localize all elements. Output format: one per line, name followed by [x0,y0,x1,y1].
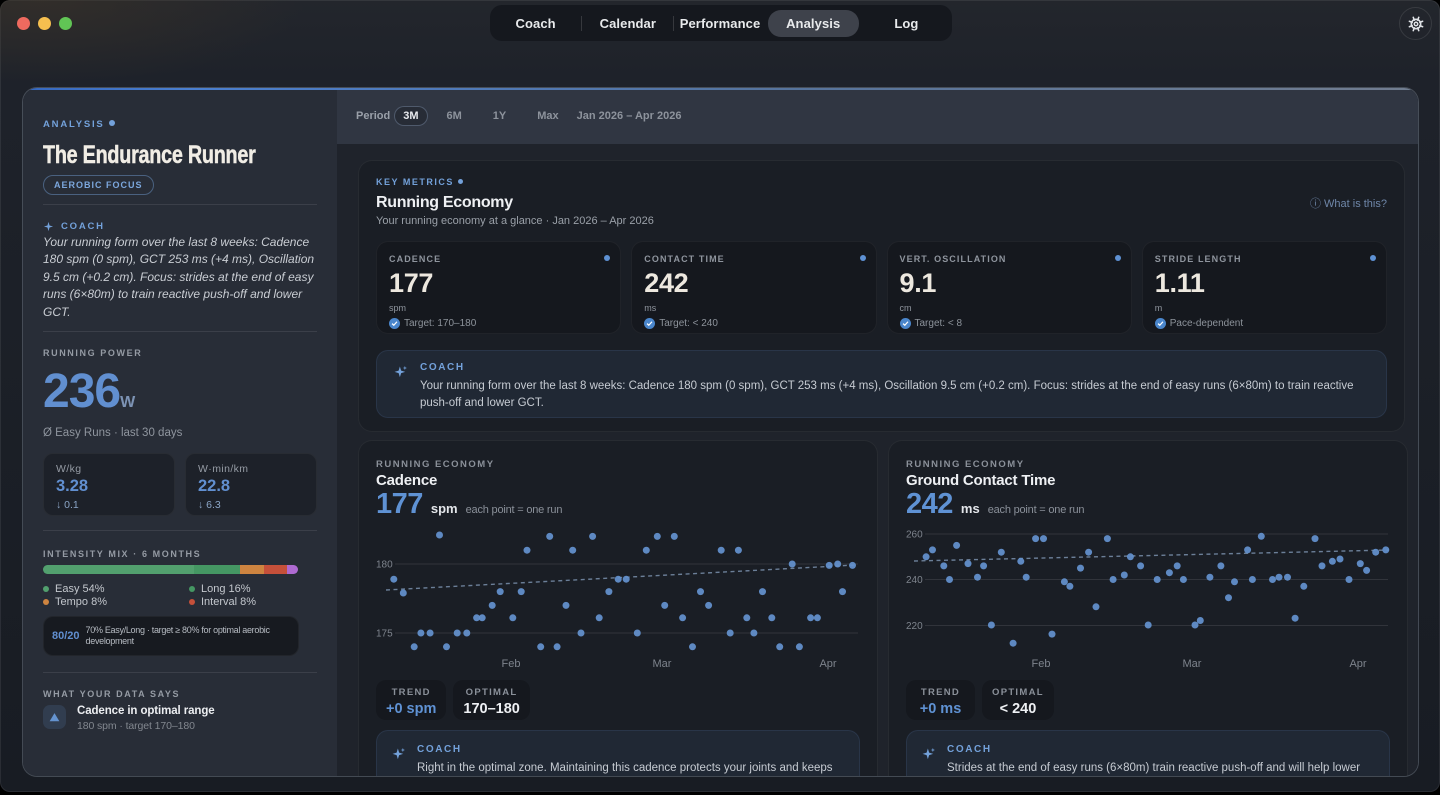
svg-text:Apr: Apr [819,658,836,670]
svg-text:175: 175 [376,629,393,640]
svg-text:220: 220 [906,621,923,632]
svg-text:180: 180 [376,560,393,571]
svg-text:Feb: Feb [1032,658,1051,670]
svg-text:240: 240 [906,575,923,586]
svg-text:260: 260 [906,530,923,541]
svg-text:Feb: Feb [502,658,521,670]
svg-text:Mar: Mar [1183,658,1202,670]
svg-text:Mar: Mar [653,658,672,670]
svg-text:Apr: Apr [1349,658,1366,670]
